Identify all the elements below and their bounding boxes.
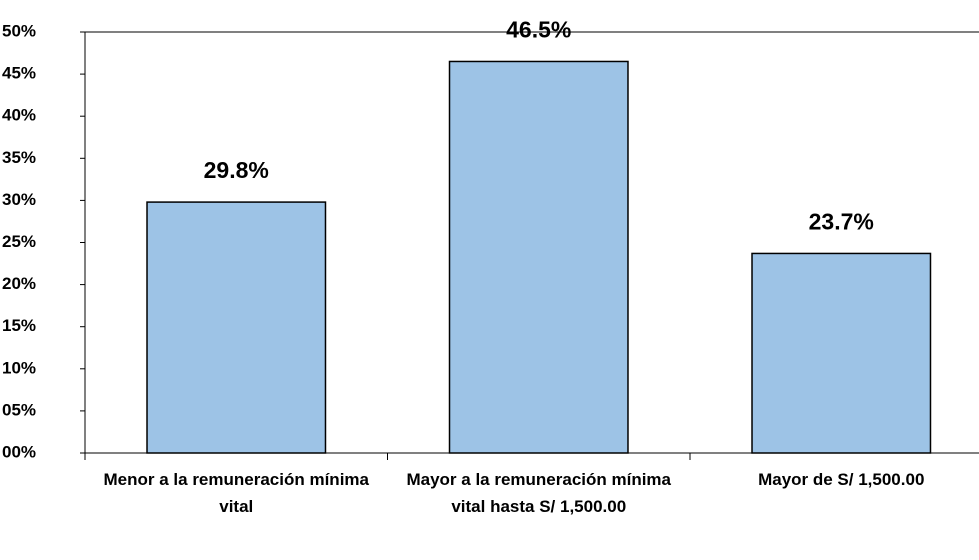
y-tick-label: 40% bbox=[2, 106, 36, 125]
value-label: 23.7% bbox=[809, 209, 874, 235]
value-label: 46.5% bbox=[506, 17, 571, 43]
y-tick-label: 10% bbox=[2, 358, 36, 377]
bar bbox=[448, 60, 629, 454]
y-tick-label: 00% bbox=[2, 442, 36, 461]
y-tick-label: 05% bbox=[2, 400, 36, 419]
y-tick-label: 45% bbox=[2, 64, 36, 83]
x-tick-label: Mayor de S/ 1,500.00 bbox=[758, 470, 925, 489]
y-tick-label: 50% bbox=[2, 21, 36, 40]
y-tick-label: 35% bbox=[2, 148, 36, 167]
y-tick-label: 20% bbox=[2, 274, 36, 293]
bar bbox=[751, 252, 932, 454]
y-tick-label: 30% bbox=[2, 190, 36, 209]
x-tick-label: Mayor a la remuneración mínima vital has… bbox=[406, 470, 672, 516]
bar bbox=[146, 201, 327, 454]
x-tick-label: Menor a la remuneración mínima vital bbox=[103, 470, 369, 516]
value-label: 29.8% bbox=[204, 157, 269, 183]
y-tick-label: 15% bbox=[2, 316, 36, 335]
y-tick-label: 25% bbox=[2, 232, 36, 251]
